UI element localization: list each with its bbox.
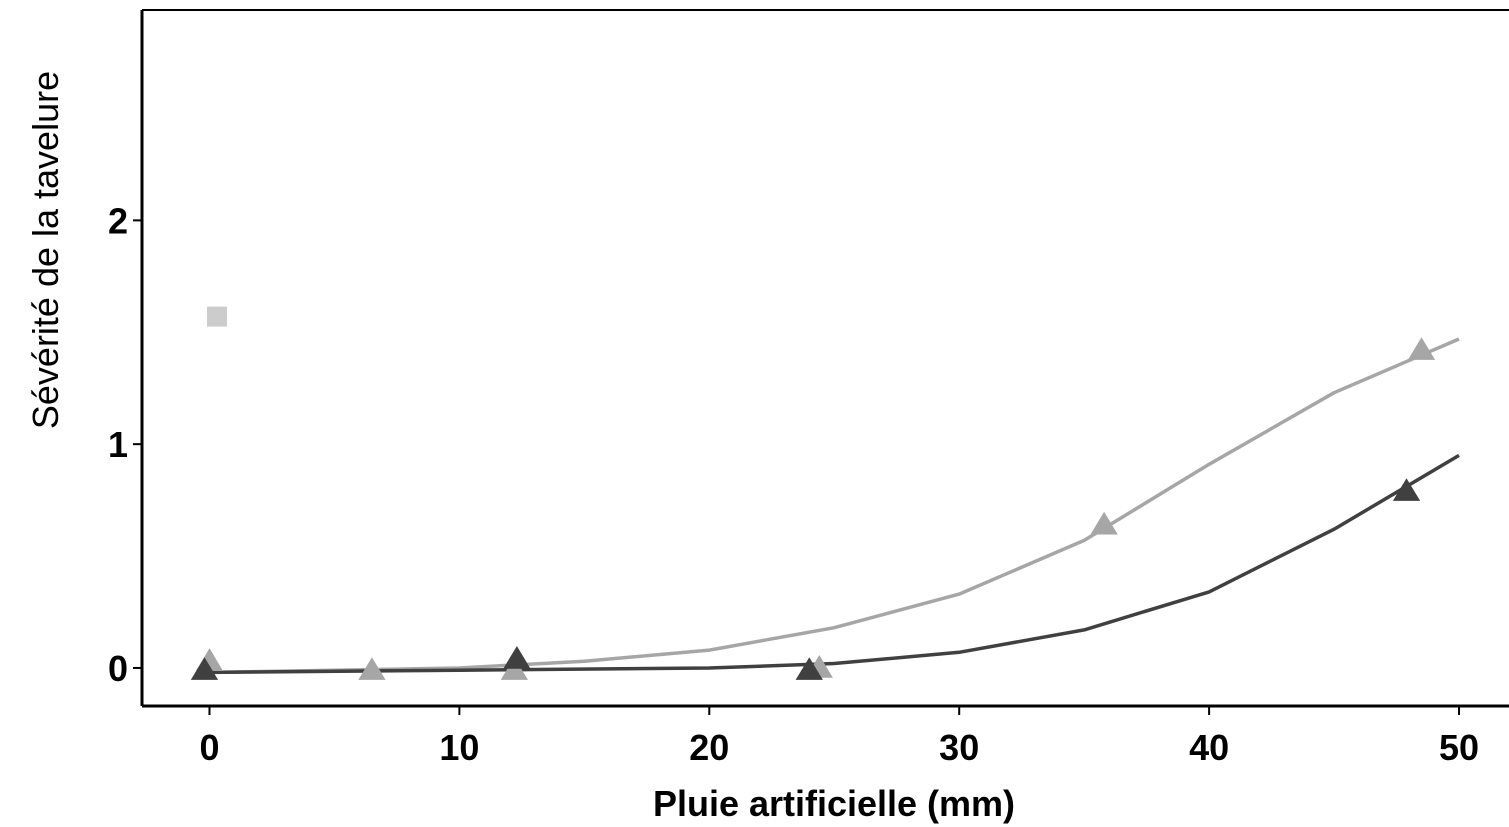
- x-tick-label: 20: [689, 727, 729, 768]
- y-axis-ticks: 0 1 2: [108, 200, 142, 689]
- y-axis-title: Sévérité de la tavelure: [25, 71, 66, 429]
- data-point-square: [206, 306, 227, 327]
- data-point-triangle: [1392, 478, 1421, 501]
- y-tick-label: 2: [108, 200, 128, 241]
- x-tick-label: 0: [199, 727, 219, 768]
- y-tick-label: 1: [108, 424, 128, 465]
- fit-curve: [209, 337, 1460, 675]
- x-axis-title: Pluie artificielle (mm): [653, 783, 1015, 824]
- x-tick-label: 40: [1189, 727, 1229, 768]
- plot-frame: [140, 9, 1509, 708]
- x-tick-label: 10: [439, 727, 479, 768]
- data-point-triangle: [358, 657, 386, 680]
- data-point-triangle: [503, 646, 531, 669]
- data-point-triangle: [1407, 337, 1436, 360]
- data-point-triangle: [1090, 511, 1118, 535]
- data-point-triangle: [190, 657, 219, 680]
- x-tick-label: 30: [939, 727, 979, 768]
- x-axis-ticks: 0 10 20 30 40 50: [199, 706, 1479, 768]
- fit-curves: [209, 337, 1460, 675]
- data-point-triangle: [795, 657, 823, 680]
- data-markers: [190, 306, 1436, 680]
- x-tick-label: 50: [1439, 727, 1479, 768]
- y-tick-label: 0: [108, 648, 128, 689]
- fit-curve: [209, 453, 1460, 675]
